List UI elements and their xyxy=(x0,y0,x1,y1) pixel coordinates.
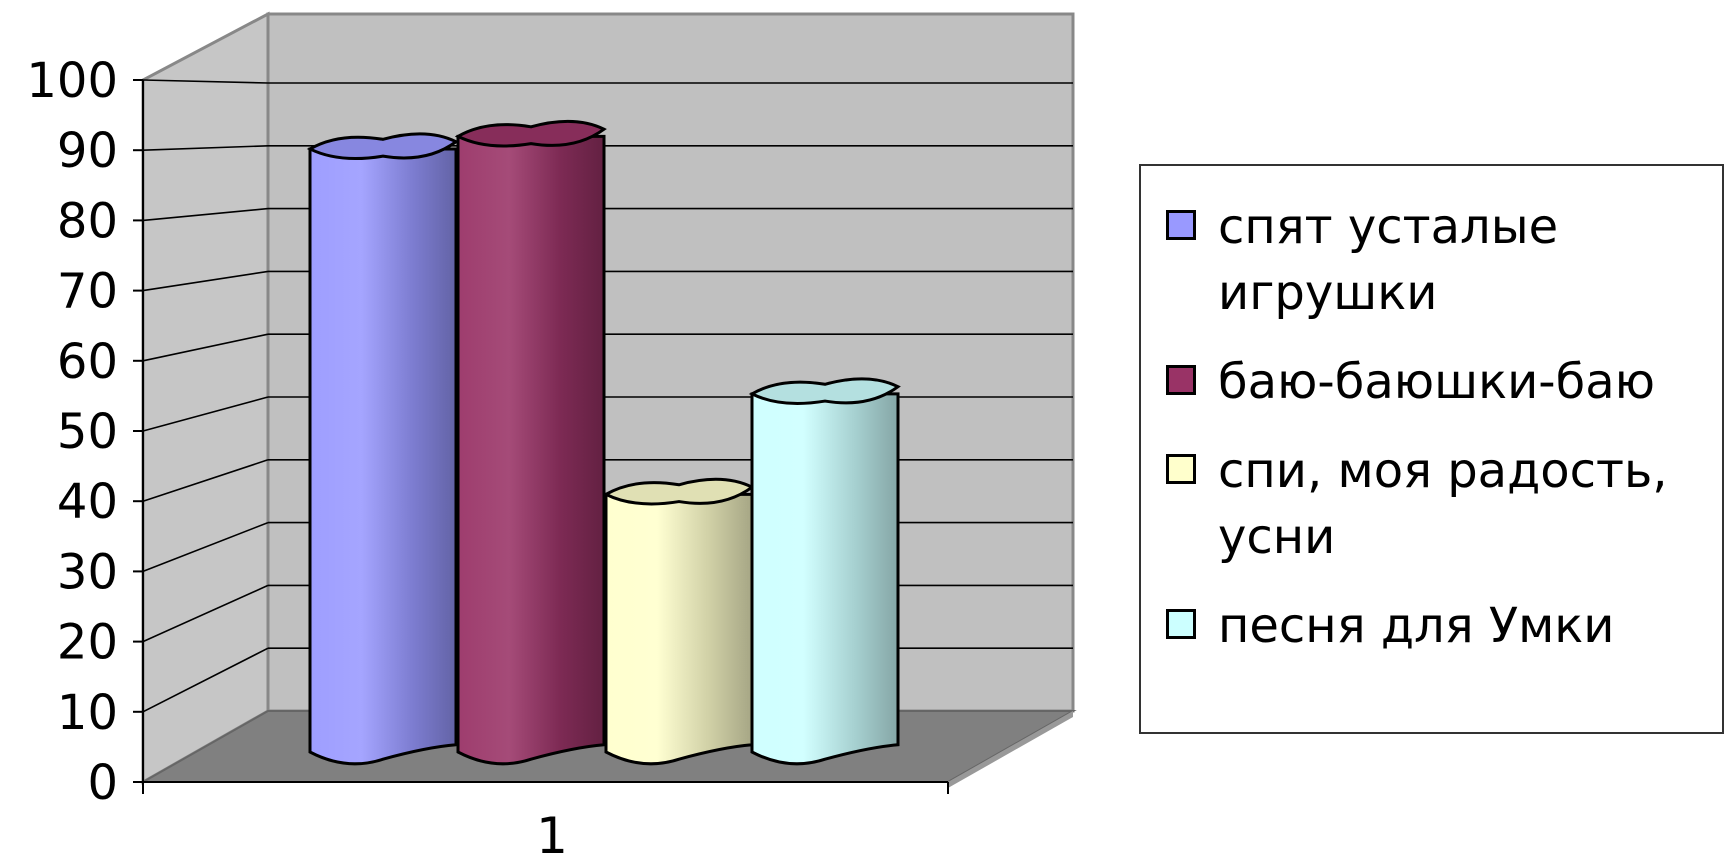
legend-item: песня для Умки xyxy=(1166,593,1722,659)
chart-floor-edge xyxy=(948,711,1073,788)
gridline-side xyxy=(142,270,269,292)
y-tick-label: 0 xyxy=(87,755,118,811)
gridline-side xyxy=(142,333,269,362)
legend-label: баю-баюшки-баю xyxy=(1218,354,1656,410)
bar-4 xyxy=(748,377,901,766)
y-tick-label: 50 xyxy=(57,404,118,460)
bar-top xyxy=(454,119,607,148)
legend-item: спят усталые игрушки xyxy=(1166,194,1722,326)
y-tick-label: 90 xyxy=(57,123,118,179)
gridline-side xyxy=(142,207,269,222)
legend-swatch xyxy=(1166,454,1196,484)
legend-swatch xyxy=(1166,609,1196,639)
bar-2 xyxy=(454,119,607,766)
gridline-side xyxy=(142,459,269,502)
legend-label: спи, моя радость, усни xyxy=(1218,443,1668,565)
gridline-side xyxy=(142,396,269,432)
y-tick-label: 20 xyxy=(57,615,118,671)
x-category-label: 1 xyxy=(536,807,568,859)
bar-top xyxy=(748,377,901,405)
bar-body xyxy=(750,392,900,766)
bar-body xyxy=(456,134,606,766)
bar-body xyxy=(604,492,754,766)
bar-body xyxy=(308,147,458,766)
legend-swatch xyxy=(1166,210,1196,240)
gridline-side xyxy=(142,521,269,573)
bar-top xyxy=(306,132,459,161)
gridline-side xyxy=(142,584,269,643)
y-tick-label: 100 xyxy=(26,53,118,109)
legend-swatch xyxy=(1166,365,1196,395)
legend-label: спят усталые игрушки xyxy=(1218,199,1559,321)
y-tick-label: 80 xyxy=(57,193,118,249)
y-tick-label: 30 xyxy=(57,544,118,600)
y-tick-label: 10 xyxy=(57,685,118,741)
legend-label: песня для Умки xyxy=(1218,598,1615,654)
gridline-side xyxy=(142,79,269,84)
legend-item: спи, моя радость, усни xyxy=(1166,438,1722,570)
legend-item: баю-баюшки-баю xyxy=(1166,349,1722,415)
bar-3 xyxy=(602,477,755,766)
y-tick-label: 60 xyxy=(57,334,118,390)
gridline-side xyxy=(142,145,269,151)
chart-side-wall xyxy=(141,11,270,785)
legend: спят усталые игрушки баю-баюшки-баю спи, м… xyxy=(1139,164,1724,734)
y-tick-label: 70 xyxy=(57,264,118,320)
gridline-side xyxy=(142,647,269,713)
bar-1 xyxy=(306,132,459,766)
y-tick-label: 40 xyxy=(57,474,118,530)
